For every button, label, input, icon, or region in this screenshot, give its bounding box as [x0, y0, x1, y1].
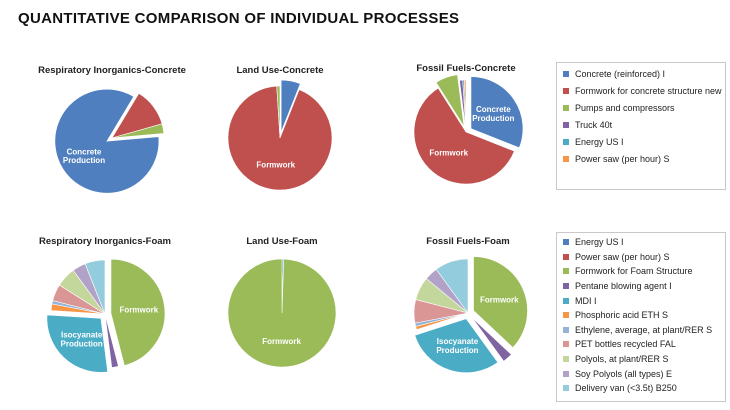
legend-swatch — [563, 70, 569, 77]
chart-title: Land Use-Foam — [246, 236, 317, 247]
pie-slice — [464, 79, 467, 133]
legend-label: MDI I — [575, 295, 597, 306]
legend-swatch — [563, 138, 569, 145]
legend-entry: Energy US I — [563, 133, 719, 150]
legend-label: Power saw (per hour) S — [575, 153, 670, 164]
pie-slice — [227, 85, 333, 191]
slice-label: Concrete Production — [472, 105, 514, 123]
pie-slice — [435, 74, 465, 127]
legend-swatch — [563, 370, 569, 377]
legend-label: Energy US I — [575, 237, 624, 248]
pie-slice — [84, 259, 106, 315]
legend-label: Soy Polyols (all types) E — [575, 368, 673, 379]
pie-slice — [413, 87, 515, 185]
legend-swatch — [563, 312, 569, 319]
legend-foam: Energy US I Power saw (per hour) S Formwor… — [556, 232, 726, 402]
legend-swatch — [563, 326, 569, 333]
legend-entry: Concrete (reinforced) I — [563, 65, 719, 82]
legend-label: Formwork for concrete structure new — [575, 85, 722, 96]
pie-slice — [54, 88, 160, 194]
legend-swatch — [563, 297, 569, 304]
pie-chart: Land Use-Concrete Formwork — [227, 65, 333, 191]
legend-label: Pumps and compressors — [575, 102, 675, 113]
legend-entry: Phosphoric acid ETH S — [563, 308, 719, 323]
legend-label: Polyols, at plant/RER S — [575, 354, 669, 365]
pie-slice — [470, 76, 524, 149]
legend-swatch — [563, 87, 569, 94]
legend-label: Energy US I — [575, 136, 624, 147]
legend-swatch — [563, 253, 569, 260]
chart-title: Respiratory Inorganics-Foam — [39, 236, 171, 247]
legend-label: Pentane blowing agent I — [575, 281, 672, 292]
legend-label: Formwork for Foam Structure — [575, 266, 693, 277]
pie-chart: Fossil Fuels-Concrete Concrete Production F… — [413, 63, 524, 185]
slice-label: Formwork — [262, 337, 301, 346]
pie-slice — [111, 123, 165, 139]
slice-label: Isocyanate Production — [436, 337, 478, 355]
legend-swatch — [563, 385, 569, 392]
legend-entry: Ethylene, average, at plant/RER S — [563, 323, 719, 338]
pie-slice — [471, 317, 512, 362]
legend-swatch — [563, 155, 569, 162]
legend-swatch — [563, 356, 569, 363]
pie-slice — [110, 258, 166, 366]
legend-entry: Delivery van (<3.5t) B250 — [563, 381, 719, 396]
legend-swatch — [563, 239, 569, 246]
legend-label: Power saw (per hour) S — [575, 251, 670, 262]
chart-title: Fossil Fuels-Foam — [426, 236, 509, 247]
chart-title: Land Use-Concrete — [236, 65, 323, 76]
legend-entry: Energy US I — [563, 235, 719, 250]
legend-swatch — [563, 341, 569, 348]
slice-label: Formwork — [256, 161, 295, 170]
legend-entry: Soy Polyols (all types) E — [563, 366, 719, 381]
legend-entry: Pumps and compressors — [563, 99, 719, 116]
pie-slice — [414, 318, 499, 373]
slice-label: Isocyanate Production — [61, 331, 103, 349]
legend-label: PET bottles recycled FAL — [575, 339, 676, 350]
page-title: QUANTITATIVE COMPARISON OF INDIVIDUAL PR… — [18, 10, 460, 27]
pie-slice — [227, 258, 337, 368]
legend-entry: Pentane blowing agent I — [563, 279, 719, 294]
slice-label: Formwork — [480, 295, 519, 304]
pie-chart: Respiratory Inorganics-Foam Formwork Isocy… — [39, 236, 171, 373]
legend-entry: Power saw (per hour) S — [563, 250, 719, 265]
slice-label: Concrete Production — [63, 147, 105, 165]
legend-label: Delivery van (<3.5t) B250 — [575, 383, 677, 394]
pie-slice — [435, 258, 469, 314]
pie-slice — [276, 85, 281, 139]
legend-entry: Formwork for Foam Structure — [563, 264, 719, 279]
chart-title: Fossil Fuels-Concrete — [416, 63, 515, 74]
legend-concrete: Concrete (reinforced) I Formwork for conc… — [556, 62, 726, 190]
legend-swatch — [563, 104, 569, 111]
legend-entry: Truck 40t — [563, 116, 719, 133]
legend-entry: MDI I — [563, 293, 719, 308]
slice-label: Formwork — [429, 149, 468, 158]
pie-chart: Fossil Fuels-Foam Formwork Isocyanate Produ… — [413, 236, 528, 373]
legend-swatch — [563, 121, 569, 128]
pie-slice — [473, 256, 528, 349]
legend-entry: Polyols, at plant/RER S — [563, 352, 719, 367]
slice-label: Formwork — [119, 306, 158, 315]
pie-chart: Land Use-Foam Formwork — [227, 236, 337, 368]
legend-entry: Power saw (per hour) S — [563, 150, 719, 167]
legend-label: Truck 40t — [575, 119, 613, 130]
pie-chart: Respiratory Inorganics-Concrete Concrete P… — [38, 65, 186, 194]
legend-label: Phosphoric acid ETH S — [575, 310, 669, 321]
pie-slice — [104, 313, 119, 368]
legend-swatch — [563, 268, 569, 275]
pie-slice — [280, 79, 301, 133]
chart-title: Respiratory Inorganics-Concrete — [38, 65, 186, 76]
legend-swatch — [563, 283, 569, 290]
legend-entry: PET bottles recycled FAL — [563, 337, 719, 352]
pie-slice — [46, 314, 108, 373]
legend-label: Ethylene, average, at plant/RER S — [575, 324, 713, 335]
legend-label: Concrete (reinforced) I — [575, 68, 666, 79]
legend-entry: Formwork for concrete structure new — [563, 82, 722, 99]
